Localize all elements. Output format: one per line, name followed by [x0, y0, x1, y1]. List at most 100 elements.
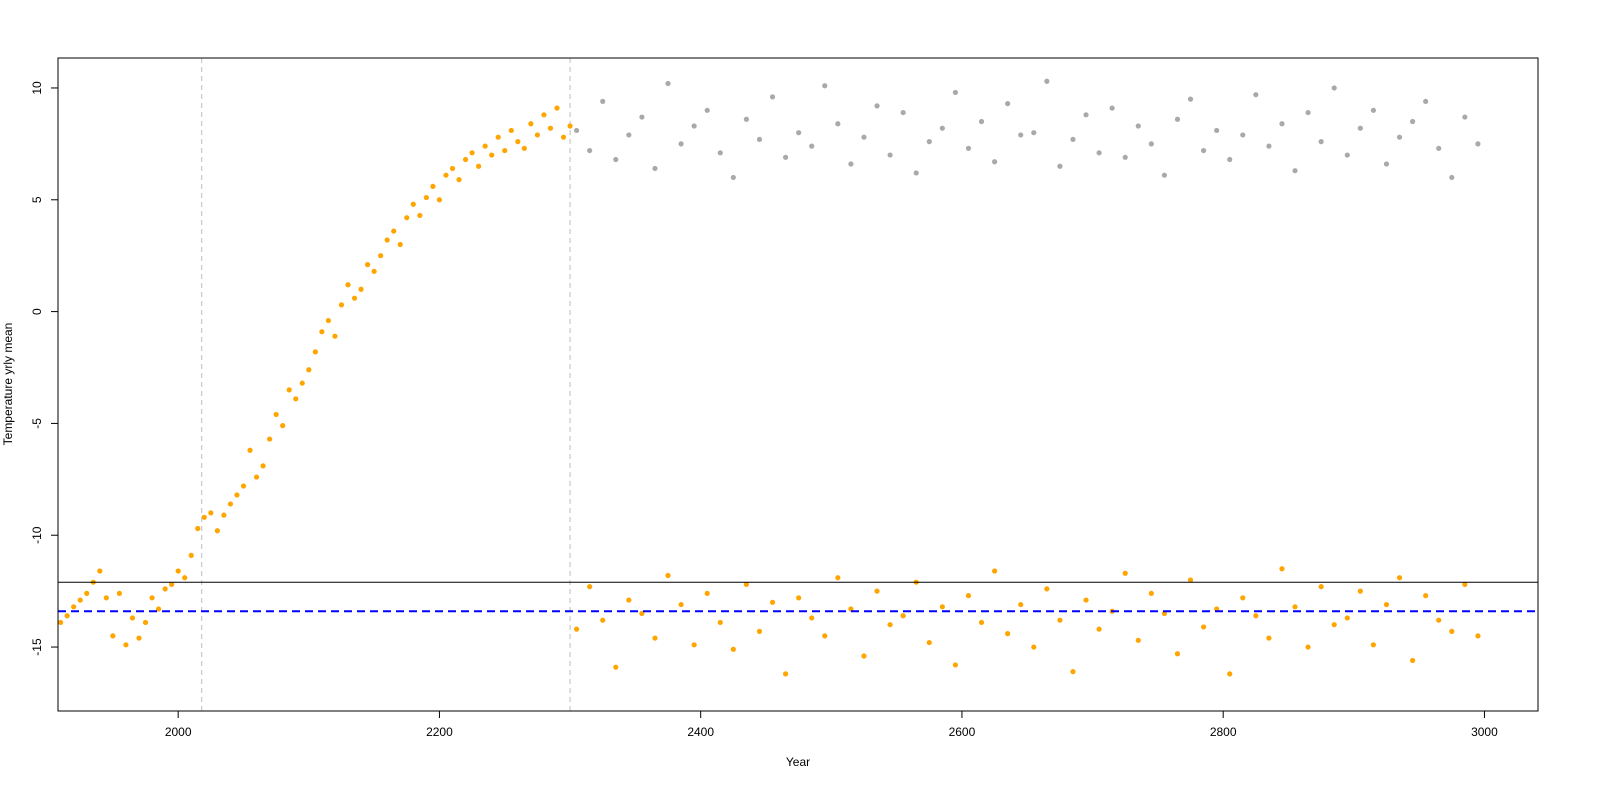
point — [835, 121, 841, 127]
point — [717, 619, 723, 626]
point — [1383, 601, 1390, 608]
point — [77, 597, 83, 603]
point — [273, 411, 279, 418]
point — [1423, 98, 1429, 104]
point — [240, 483, 247, 489]
point — [991, 568, 998, 574]
point — [1318, 139, 1324, 145]
point — [417, 212, 423, 219]
point — [1423, 593, 1429, 599]
point — [227, 501, 234, 507]
point — [887, 622, 893, 628]
point — [1344, 152, 1350, 158]
point — [887, 152, 893, 158]
point — [1253, 92, 1259, 98]
point — [730, 174, 736, 181]
point — [260, 463, 266, 469]
point — [71, 604, 77, 610]
point — [822, 633, 828, 639]
point — [1357, 125, 1363, 131]
point — [312, 349, 318, 355]
point — [299, 380, 305, 386]
point — [1214, 127, 1220, 134]
point — [1135, 123, 1141, 129]
point — [1370, 107, 1377, 113]
plot-frame — [57, 57, 1539, 712]
point — [175, 568, 181, 574]
point — [573, 127, 580, 134]
point — [1436, 145, 1442, 151]
x-tick-label: 2000 — [165, 725, 192, 739]
point — [1057, 163, 1063, 169]
point — [809, 615, 815, 621]
point — [678, 141, 684, 147]
point — [1436, 617, 1442, 623]
point — [1070, 669, 1076, 675]
point — [1018, 132, 1024, 138]
point — [534, 132, 540, 138]
point — [1253, 613, 1259, 619]
point — [469, 150, 475, 156]
point — [443, 172, 449, 178]
point — [939, 125, 945, 131]
point — [430, 183, 436, 189]
point — [378, 253, 384, 259]
point — [1292, 168, 1298, 174]
point — [541, 112, 547, 118]
point — [397, 241, 403, 248]
point — [560, 134, 567, 140]
point — [1409, 657, 1416, 664]
point — [900, 109, 906, 116]
point — [1161, 172, 1168, 178]
point — [665, 80, 671, 87]
point — [149, 595, 155, 601]
point — [1266, 635, 1272, 641]
point — [796, 130, 802, 136]
point — [1449, 628, 1455, 634]
point — [952, 89, 959, 96]
point — [1396, 575, 1403, 581]
point — [1044, 586, 1050, 592]
point — [1462, 581, 1468, 588]
point — [782, 154, 789, 160]
point — [861, 653, 867, 659]
point — [502, 147, 508, 154]
point — [691, 123, 697, 129]
point — [1475, 633, 1481, 639]
point — [730, 646, 736, 652]
point — [1279, 121, 1285, 127]
point — [528, 121, 534, 127]
point — [247, 447, 253, 453]
point — [678, 601, 684, 608]
point — [286, 387, 292, 393]
point — [221, 512, 227, 518]
point — [756, 628, 763, 634]
point — [573, 626, 580, 632]
point — [476, 163, 482, 169]
point — [965, 593, 972, 599]
x-tick-label: 3000 — [1471, 725, 1498, 739]
point — [809, 143, 815, 149]
point — [515, 139, 521, 145]
point — [1174, 651, 1181, 657]
point — [293, 396, 299, 402]
point — [449, 165, 456, 172]
point — [613, 156, 619, 163]
x-axis-label: Year — [786, 755, 810, 769]
point — [521, 145, 527, 151]
point — [64, 613, 70, 619]
point — [913, 170, 919, 176]
point — [1083, 597, 1089, 603]
point — [1057, 617, 1063, 623]
point — [782, 671, 789, 677]
point — [978, 118, 985, 125]
point — [116, 590, 122, 596]
point — [182, 575, 188, 581]
point — [364, 262, 371, 268]
point — [410, 201, 416, 207]
point — [1409, 118, 1416, 125]
point — [103, 595, 109, 601]
point — [162, 586, 168, 592]
point — [188, 552, 194, 558]
